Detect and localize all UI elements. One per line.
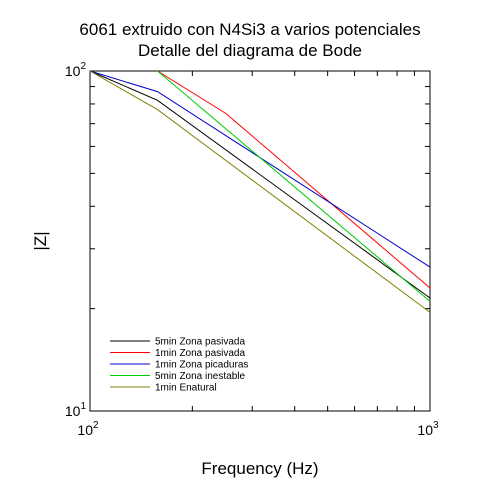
x-axis-label: Frequency (Hz) [201, 459, 318, 478]
series-line [157, 70, 431, 302]
plot-area [89, 70, 431, 412]
legend-label: 5min Zona inestable [155, 371, 245, 382]
axis-ticks [89, 71, 430, 412]
x-tick-label: 102 [77, 420, 99, 438]
legend-label: 5min Zona pasivada [155, 337, 245, 348]
y-axis-label: |Z| [31, 231, 50, 250]
series-line [89, 70, 431, 313]
legend-label: 1min Enatural [155, 383, 217, 394]
y-tick-label: 102 [65, 61, 87, 79]
series-line [157, 70, 431, 289]
chart-title: 6061 extruido con N4Si3 a varios potenci… [79, 20, 421, 39]
legend-label: 1min Zona pasivada [155, 348, 245, 359]
series-line [89, 70, 431, 268]
series-line [89, 70, 431, 299]
legend-label: 1min Zona picaduras [155, 360, 248, 371]
chart-subtitle: Detalle del diagrama de Bode [138, 41, 362, 60]
series-lines [89, 70, 431, 313]
x-tick-label: 103 [417, 420, 439, 438]
y-tick-label: 101 [65, 401, 87, 419]
